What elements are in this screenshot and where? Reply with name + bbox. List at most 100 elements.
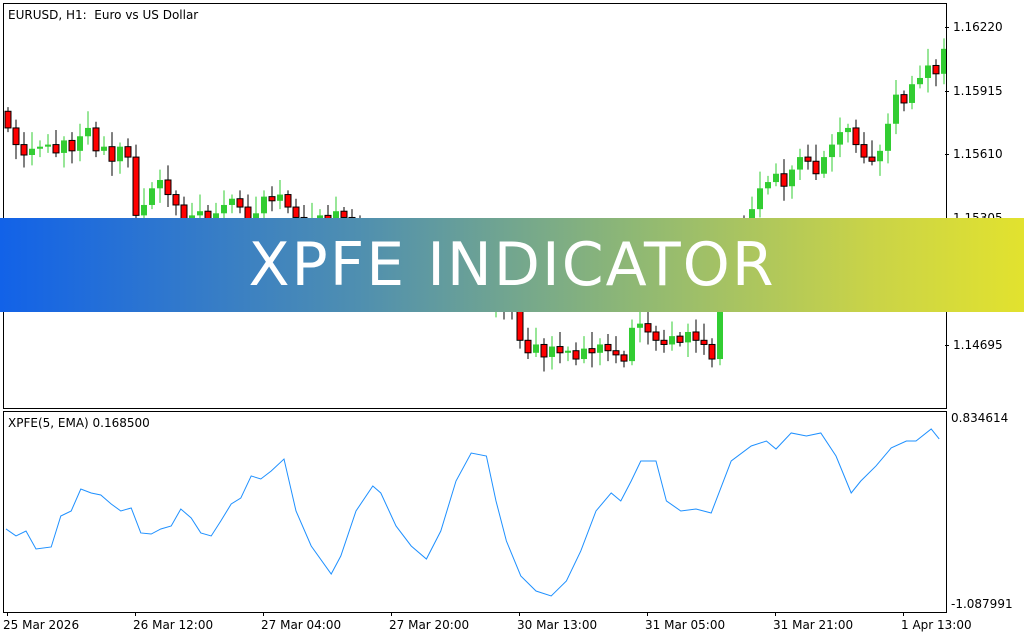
candle <box>620 350 628 368</box>
candle-body <box>572 350 580 360</box>
candle-body <box>909 84 915 103</box>
candle-body <box>108 146 116 162</box>
candle <box>868 140 876 166</box>
candle <box>549 336 555 370</box>
candle-body <box>837 132 843 145</box>
candle-body <box>565 350 571 353</box>
candle-body <box>141 204 147 216</box>
price-tick <box>945 27 949 28</box>
candle-body <box>117 146 123 162</box>
price-tick <box>945 154 949 155</box>
candle-body <box>61 140 67 153</box>
candle-body <box>20 144 28 156</box>
candle-body <box>685 331 691 343</box>
candle <box>540 338 548 372</box>
candle-body <box>692 331 700 341</box>
candle-body <box>45 144 51 147</box>
candle-body <box>157 179 163 189</box>
price-tick <box>945 90 949 92</box>
candle-body <box>708 343 716 360</box>
candle-body <box>669 336 675 345</box>
price-label: 1.14695 <box>953 337 1003 352</box>
candle <box>132 144 140 224</box>
candle <box>20 132 28 168</box>
candle <box>268 186 276 212</box>
time-tick <box>519 612 520 616</box>
candle <box>837 117 843 158</box>
candle <box>773 163 779 187</box>
candle <box>92 121 100 158</box>
candle <box>629 319 635 366</box>
candle <box>37 140 43 158</box>
time-label: 25 Mar 2026 <box>3 618 80 632</box>
candle <box>524 327 532 360</box>
xpfe-indicator-pane[interactable]: XPFE(5, EMA) 0.168500 <box>3 411 947 613</box>
candle-body <box>925 65 931 78</box>
candle <box>765 175 771 195</box>
candle <box>637 311 643 343</box>
candle-body <box>932 64 940 75</box>
candle <box>29 132 35 166</box>
time-tick <box>903 612 904 616</box>
candle <box>885 113 891 164</box>
candle <box>860 132 868 164</box>
candle <box>941 38 946 85</box>
time-label: 27 Mar 20:00 <box>389 618 470 632</box>
candle-body <box>652 331 660 341</box>
candle <box>117 142 123 174</box>
candle-body <box>85 127 91 137</box>
candle <box>757 171 763 218</box>
candle-body <box>4 110 12 129</box>
candle <box>68 132 76 164</box>
candle-body <box>533 344 539 353</box>
candle <box>149 182 155 210</box>
candle-body <box>164 179 172 196</box>
candle <box>685 323 691 357</box>
candle <box>932 59 940 87</box>
candle <box>45 134 51 153</box>
candle-body <box>941 48 946 74</box>
candle <box>780 159 788 201</box>
candle-body <box>804 156 812 162</box>
candle-body <box>676 335 684 343</box>
candle <box>172 190 180 216</box>
candle <box>700 323 708 355</box>
time-label: 31 Mar 05:00 <box>645 618 726 632</box>
candle-body <box>277 194 283 201</box>
candle <box>676 331 684 347</box>
candle-body <box>124 146 132 158</box>
candle <box>4 107 12 133</box>
candle-body <box>885 123 891 151</box>
time-tick <box>135 612 136 616</box>
candle-body <box>172 194 180 206</box>
time-tick <box>775 612 776 616</box>
candle <box>565 346 571 362</box>
candle <box>85 111 91 145</box>
candle-body <box>549 346 555 357</box>
price-tick <box>945 344 949 346</box>
candle-body <box>101 146 107 151</box>
time-tick <box>391 612 392 616</box>
candle <box>164 165 172 208</box>
candle <box>77 123 83 162</box>
candle <box>612 336 620 364</box>
indicator-label: XPFE(5, EMA) 0.168500 <box>8 416 150 430</box>
candle <box>644 306 652 345</box>
price-chart-pane[interactable]: EURUSD, H1: Euro vs US Dollar <box>3 3 947 409</box>
candle-body <box>868 156 876 162</box>
candle-body <box>757 188 763 210</box>
candle-body <box>132 156 140 216</box>
candle-body <box>797 157 803 170</box>
candle <box>789 165 795 199</box>
candle-body <box>340 210 348 218</box>
candle <box>197 194 203 220</box>
time-label: 1 Apr 13:00 <box>901 618 972 632</box>
candle-body <box>516 308 524 341</box>
candle <box>893 80 899 135</box>
candle-body <box>149 188 155 205</box>
candle <box>157 169 163 203</box>
time-label: 26 Mar 12:00 <box>133 618 214 632</box>
candle-body <box>77 136 83 151</box>
candle <box>669 321 675 351</box>
xpfe-line-chart <box>5 428 940 597</box>
